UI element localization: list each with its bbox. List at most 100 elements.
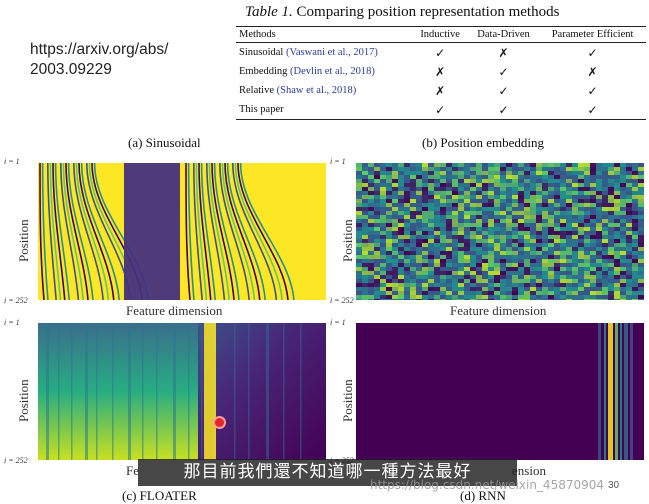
- panel-b-cell: [374, 299, 380, 300]
- panel-b-cell: [368, 207, 374, 211]
- panel-b-cell: [416, 235, 422, 239]
- panel-b-cell: [494, 267, 500, 271]
- panel-b-cell: [356, 271, 362, 275]
- panel-b-cell: [542, 163, 548, 167]
- panel-b-cell: [434, 183, 440, 187]
- panel-b-cell: [524, 243, 530, 247]
- panel-b-cell: [524, 299, 530, 300]
- panel-b-cell: [452, 235, 458, 239]
- panel-b-cell: [404, 275, 410, 279]
- panel-b-cell: [566, 287, 572, 291]
- panel-b-cell: [500, 203, 506, 207]
- panel-b-cell: [626, 183, 632, 187]
- panel-b-cell: [434, 231, 440, 235]
- panel-b-cell: [542, 243, 548, 247]
- panel-b-cell: [626, 167, 632, 171]
- panel-b-cell: [638, 207, 644, 211]
- panel-b-cell: [572, 167, 578, 171]
- panel-b-cell: [512, 163, 518, 167]
- citation-link[interactable]: (Vaswani et al., 2017): [285, 47, 378, 58]
- panel-b-cell: [392, 267, 398, 271]
- panel-b-cell: [500, 167, 506, 171]
- panel-b-cell: [608, 175, 614, 179]
- panel-b-cell: [578, 291, 584, 295]
- panel-b-cell: [386, 259, 392, 263]
- panel-d-stripes: [598, 323, 633, 460]
- citation-link[interactable]: (Shaw et al., 2018): [276, 85, 357, 96]
- panel-b-cell: [572, 199, 578, 203]
- panel-b-cell: [458, 167, 464, 171]
- panel-b-cell: [572, 223, 578, 227]
- arxiv-url[interactable]: https://arxiv.org/abs/ 2003.09229: [30, 40, 220, 80]
- panel-b-cell: [374, 179, 380, 183]
- panel-b-cell: [428, 235, 434, 239]
- panel-b-cell: [362, 171, 368, 175]
- panel-b-cell: [620, 231, 626, 235]
- panel-b-cell: [416, 211, 422, 215]
- panel-b-cell: [428, 287, 434, 291]
- panel-b-cell: [578, 299, 584, 300]
- panel-b-cell: [482, 279, 488, 283]
- panel-b-cell: [488, 191, 494, 195]
- panel-b-cell: [356, 259, 362, 263]
- panel-b-cell: [404, 279, 410, 283]
- panel-b-cell: [554, 191, 560, 195]
- panel-b-cell: [524, 195, 530, 199]
- panel-b-cell: [566, 247, 572, 251]
- panel-b-cell: [434, 211, 440, 215]
- panel-b-cell: [428, 179, 434, 183]
- panel-b-cell: [356, 287, 362, 291]
- panel-b-cell: [548, 231, 554, 235]
- panel-b-cell: [416, 231, 422, 235]
- panel-b-cell: [494, 263, 500, 267]
- panel-b-cell: [434, 279, 440, 283]
- panel-b-cell: [488, 299, 494, 300]
- panel-b-cell: [422, 191, 428, 195]
- panel-b-cell: [638, 263, 644, 267]
- panel-c-ylabel: Position: [16, 379, 31, 422]
- panel-b-cell: [578, 231, 584, 235]
- panel-b-cell: [470, 283, 476, 287]
- panel-b-cell: [356, 251, 362, 255]
- panel-b-cell: [470, 171, 476, 175]
- panel-b-cell: [476, 263, 482, 267]
- panel-b-cell: [608, 239, 614, 243]
- panel-b-cell: [548, 203, 554, 207]
- panel-b-cell: [374, 187, 380, 191]
- panel-b-cell: [386, 231, 392, 235]
- panel-b-cell: [386, 267, 392, 271]
- panel-b-cell: [626, 227, 632, 231]
- panel-b-cell: [380, 211, 386, 215]
- panel-b-cell: [512, 191, 518, 195]
- panel-a-wave: [224, 163, 261, 300]
- panel-b-cell: [452, 231, 458, 235]
- panel-b-cell: [458, 211, 464, 215]
- panel-b-cell: [638, 239, 644, 243]
- panel-b-cell: [470, 239, 476, 243]
- panel-b-cell: [590, 239, 596, 243]
- panel-b-cell: [404, 207, 410, 211]
- panel-b-cell: [404, 235, 410, 239]
- panel-b-cell: [614, 255, 620, 259]
- panel-b-cell: [422, 195, 428, 199]
- panel-b-cell: [530, 171, 536, 175]
- panel-b-cell: [476, 243, 482, 247]
- panel-b-cell: [536, 259, 542, 263]
- panel-b-cell: [482, 267, 488, 271]
- citation-link[interactable]: (Devlin et al., 2018): [290, 66, 375, 77]
- panel-b-cell: [356, 175, 362, 179]
- panel-b-cell: [518, 223, 524, 227]
- panel-b-cell: [386, 175, 392, 179]
- panel-b-cell: [446, 227, 452, 231]
- method-cell: Embedding (Devlin et al., 2018): [236, 62, 412, 81]
- panel-b-cell: [626, 255, 632, 259]
- panel-b-cell: [452, 239, 458, 243]
- panel-b-cell: [506, 183, 512, 187]
- panel-b-cell: [632, 199, 638, 203]
- panel-b-cell: [446, 199, 452, 203]
- panel-b-cell: [392, 175, 398, 179]
- panel-b-cell: [362, 223, 368, 227]
- panel-b-cell: [494, 259, 500, 263]
- panel-b-cell: [608, 223, 614, 227]
- panel-b-cell: [578, 175, 584, 179]
